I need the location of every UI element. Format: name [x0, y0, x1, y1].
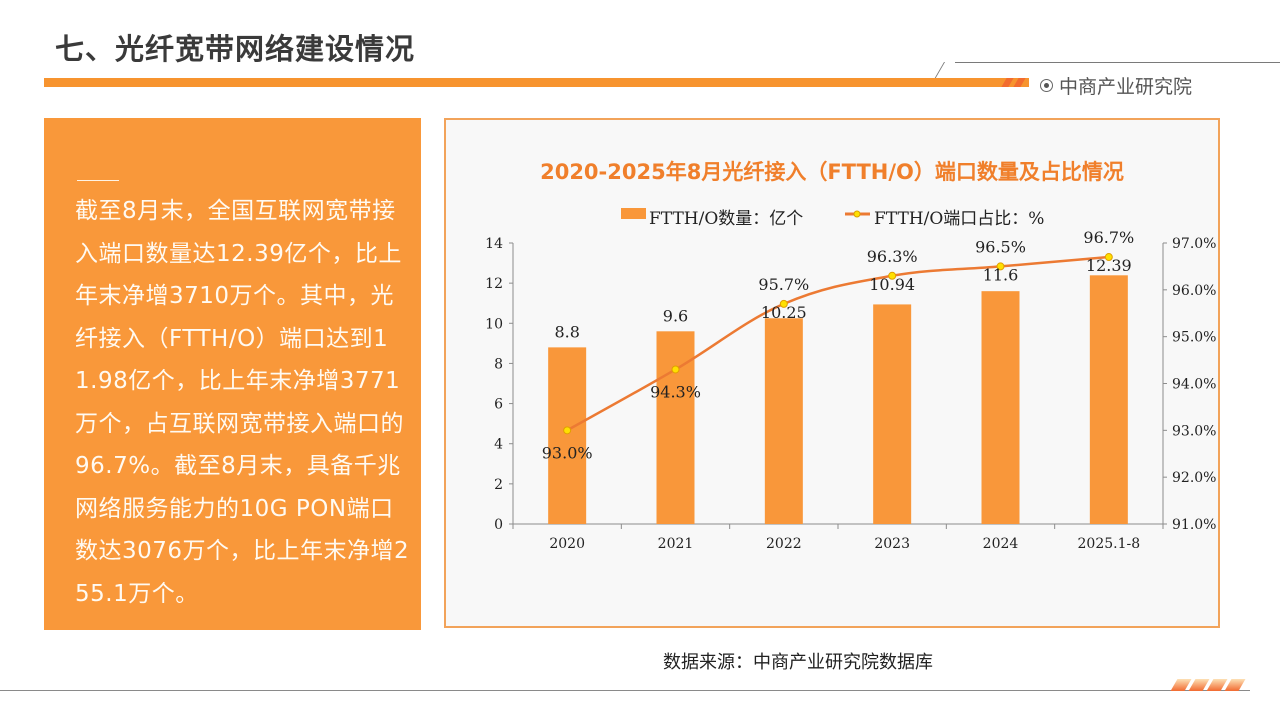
- header-divider-line: [955, 62, 1280, 63]
- summary-panel: 截至8月末，全国互联网宽带接入端口数量达12.39亿个，比上年末净增3710万个…: [44, 118, 421, 630]
- page-title: 七、光纤宽带网络建设情况: [55, 32, 416, 66]
- chart-frame: [444, 118, 1220, 628]
- slash-decoration: [1000, 78, 1030, 87]
- footer-stripes-decoration: [1170, 679, 1250, 691]
- brand-label: 中商产业研究院: [1040, 72, 1192, 99]
- header-divider-diagonal: [934, 62, 945, 79]
- brand-name: 中商产业研究院: [1059, 76, 1193, 98]
- title-accent-bar: [44, 78, 1029, 87]
- footer-divider-line: [0, 690, 1250, 691]
- data-source-note: 数据来源：中商产业研究院数据库: [663, 652, 933, 673]
- chart-title: 2020-2025年8月光纤接入（FTTH/O）端口数量及占比情况: [540, 160, 1124, 184]
- target-circle-icon: [1040, 79, 1053, 92]
- panel-rule: [77, 180, 119, 181]
- summary-text: 截至8月末，全国互联网宽带接入端口数量达12.39亿个，比上年末净增3710万个…: [75, 198, 410, 607]
